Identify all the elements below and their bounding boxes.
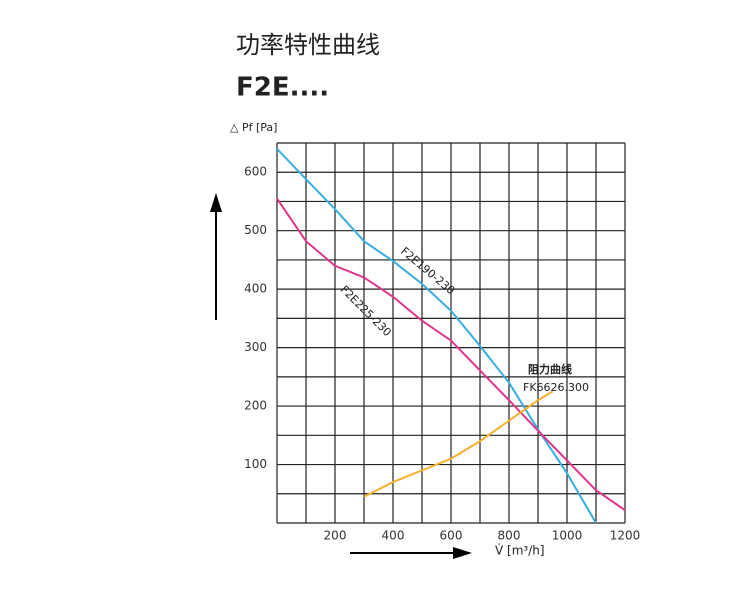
series-label: FK6626.300	[523, 381, 589, 394]
x-tick-label: 200	[324, 529, 347, 543]
x-tick-label: 600	[440, 529, 463, 543]
series-line	[276, 148, 597, 524]
x-tick-label: 400	[382, 529, 405, 543]
y-tick-label: 300	[244, 340, 267, 354]
y-tick-label: 100	[244, 457, 267, 471]
y-tick-label: 500	[244, 223, 267, 237]
x-axis-label: V̇ [m³/h]	[495, 543, 545, 557]
y-axis-label: △ Pf [Pa]	[230, 121, 277, 134]
chart-title: 功率特性曲线	[236, 31, 380, 59]
series-line	[363, 390, 554, 498]
right-arrow	[350, 547, 472, 559]
x-tick-label: 1200	[610, 529, 641, 543]
y-tick-label: 600	[244, 165, 267, 179]
y-tick-label: 200	[244, 399, 267, 413]
x-tick-label: 800	[498, 529, 521, 543]
chart-subtitle: F2E....	[236, 73, 329, 103]
up-arrow	[210, 193, 222, 320]
x-tick-label: 1000	[552, 529, 583, 543]
y-tick-label: 400	[244, 282, 267, 296]
series-label: 阻力曲线	[528, 362, 572, 376]
series-line	[276, 197, 626, 511]
